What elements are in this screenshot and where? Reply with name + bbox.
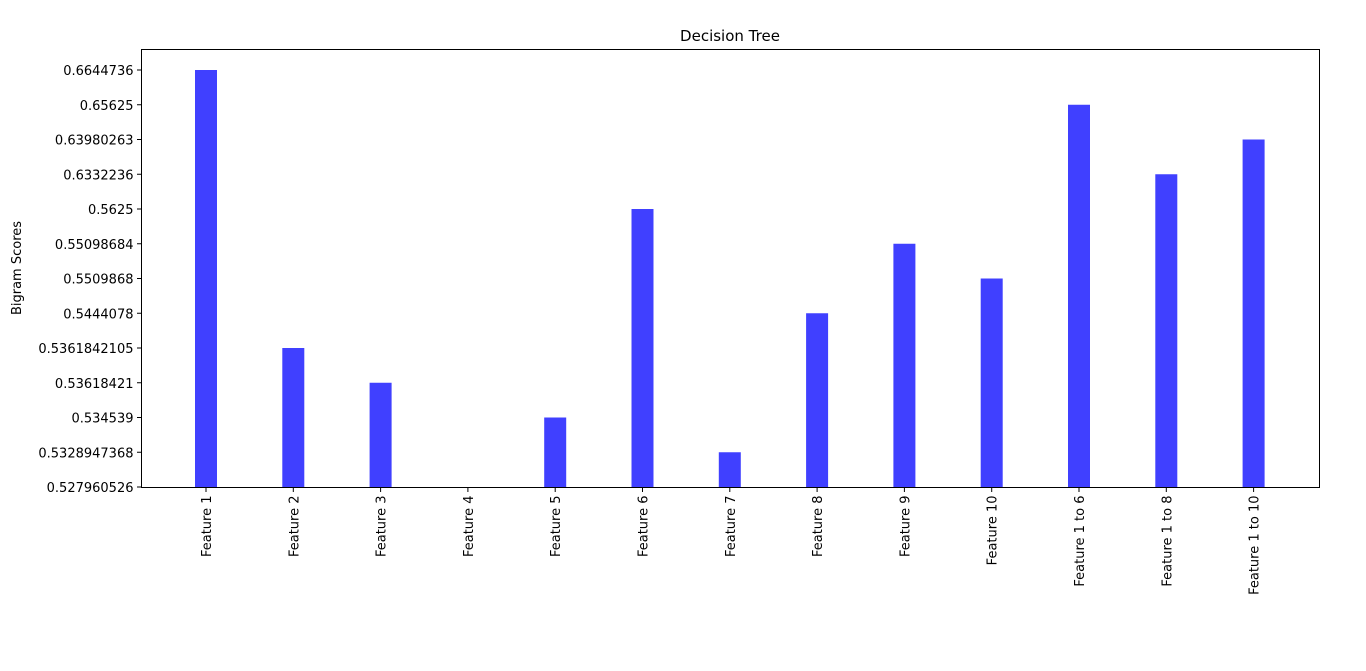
y-tick-label: 0.6332236 — [63, 168, 133, 183]
y-tick-label: 0.5328947368 — [38, 446, 133, 461]
y-tick-label: 0.5509868 — [63, 273, 133, 288]
bar-8 — [806, 313, 829, 487]
y-tick-label: 0.63980263 — [55, 134, 134, 149]
y-tick-label: 0.527960526 — [47, 481, 134, 496]
bar-10 — [980, 278, 1003, 487]
y-axis-label: Bigram Scores — [10, 221, 25, 315]
bar-13 — [1242, 139, 1265, 487]
x-tick-label: Feature 6 — [637, 496, 652, 558]
bars-group — [195, 70, 1265, 487]
bar-1 — [195, 70, 217, 487]
x-tick-label: Feature 1 — [200, 496, 215, 558]
y-tick-label: 0.65625 — [80, 99, 134, 114]
bar-7 — [718, 452, 741, 487]
bar-5 — [544, 417, 567, 487]
y-tick-label: 0.5444078 — [63, 307, 133, 322]
y-tick-label: 0.5361842105 — [38, 342, 133, 357]
x-tick-label: Feature 1 to 6 — [1073, 496, 1088, 587]
bar-11 — [1068, 104, 1090, 487]
bar-9 — [893, 243, 916, 487]
y-tick-label: 0.6644736 — [63, 64, 133, 79]
x-tick-label: Feature 1 to 8 — [1160, 496, 1175, 587]
plot-area-frame — [141, 49, 1320, 488]
x-tick-label: Feature 1 to 10 — [1248, 496, 1263, 595]
y-tick-label: 0.55098684 — [55, 238, 134, 253]
x-tick-label: Feature 8 — [811, 496, 826, 558]
x-tick-label: Feature 7 — [724, 496, 739, 558]
x-tick-label: Feature 4 — [462, 496, 477, 558]
x-tick-label: Feature 2 — [287, 496, 302, 558]
y-tick-label: 0.5625 — [88, 203, 134, 218]
x-tick-label: Feature 5 — [549, 496, 564, 558]
y-tick-label: 0.534539 — [71, 412, 133, 427]
y-tick-label: 0.53618421 — [55, 377, 134, 392]
x-tick-label: Feature 3 — [375, 496, 390, 558]
bar-6 — [631, 209, 654, 487]
bar-3 — [369, 382, 392, 487]
y-axis-ticks: 0.527960526 0.5328947368 0.534539 0.5361842… — [38, 64, 142, 496]
x-tick-label: Feature 9 — [898, 496, 913, 558]
x-tick-label: Feature 10 — [986, 496, 1001, 566]
bar-12 — [1155, 174, 1178, 487]
x-axis-ticks: Feature 1 Feature 2 Feature 3 Feature 4 Feat… — [200, 487, 1263, 595]
bar-2 — [282, 348, 305, 487]
chart-title: Decision Tree — [680, 27, 780, 45]
